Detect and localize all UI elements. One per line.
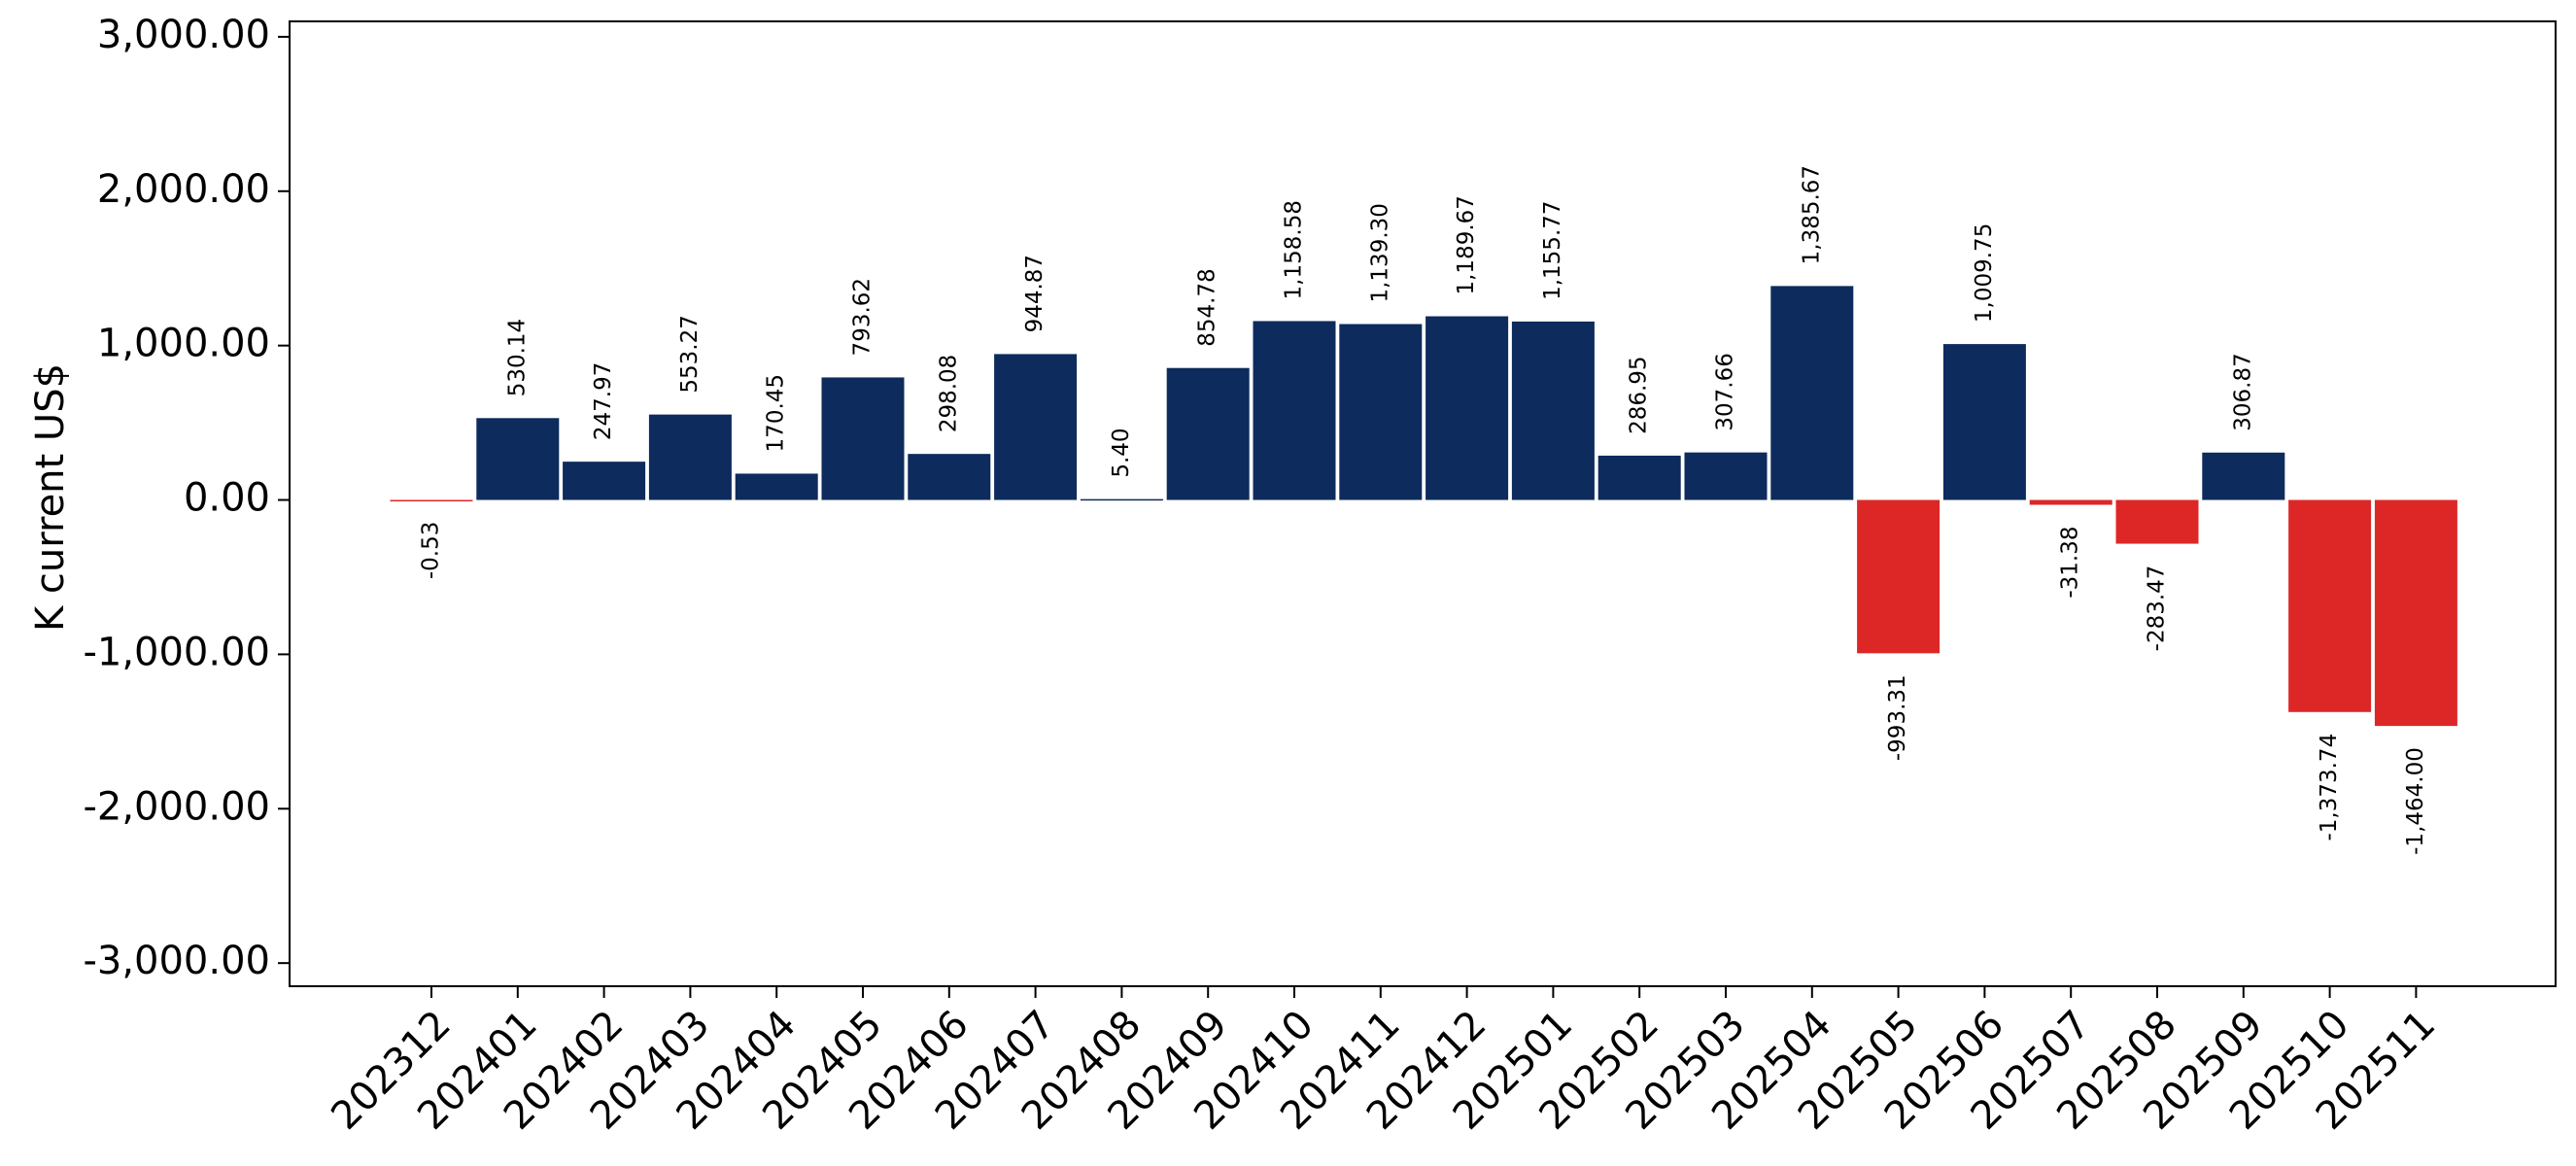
data-label: -31.38 <box>2058 527 2083 599</box>
bar-202409 <box>1166 367 1250 500</box>
data-label: 553.27 <box>677 315 703 393</box>
bar-202504 <box>1770 286 1854 500</box>
y-tick-label: 0.00 <box>184 476 270 521</box>
data-label: 306.87 <box>2230 353 2255 430</box>
data-label: 5.40 <box>1109 428 1134 477</box>
data-label: 1,009.75 <box>1972 223 1997 323</box>
data-label: 793.62 <box>850 278 876 356</box>
plot-frame <box>289 20 2557 987</box>
y-tick-label: 2,000.00 <box>97 167 270 212</box>
data-label: -1,464.00 <box>2403 747 2428 855</box>
data-label: -0.53 <box>419 522 444 580</box>
y-tick-label: -2,000.00 <box>83 784 270 829</box>
data-label: 530.14 <box>504 319 530 396</box>
bar-202511 <box>2374 499 2457 727</box>
y-tick-label: -3,000.00 <box>83 939 270 983</box>
data-label: -993.31 <box>1885 674 1910 761</box>
data-label: 307.66 <box>1713 353 1738 430</box>
bar-202407 <box>994 354 1078 500</box>
bar-202312 <box>390 499 473 502</box>
y-tick-label: -1,000.00 <box>83 630 270 674</box>
data-label: 170.45 <box>764 374 789 452</box>
data-label: 247.97 <box>591 362 616 440</box>
bar-202502 <box>1597 455 1681 500</box>
bar-202401 <box>476 418 560 500</box>
y-tick-label: 3,000.00 <box>97 13 270 57</box>
bar-202507 <box>2029 499 2112 505</box>
data-label: 944.87 <box>1022 255 1048 332</box>
data-label: 1,139.30 <box>1367 203 1392 302</box>
bar-202510 <box>2288 499 2372 712</box>
bar-202402 <box>563 462 646 500</box>
y-axis-label: K current US$ <box>28 363 73 632</box>
bar-202509 <box>2202 452 2285 500</box>
bar-202410 <box>1253 321 1336 500</box>
bar-202411 <box>1339 324 1423 500</box>
bar-202404 <box>735 473 818 500</box>
x-axis: 2023122024012024022024032024042024052024… <box>323 986 2444 1139</box>
data-label: 1,155.77 <box>1540 200 1565 299</box>
bar-202408 <box>1080 498 1163 501</box>
bar-202501 <box>1511 321 1595 500</box>
data-label: -1,373.74 <box>2317 734 2342 841</box>
bar-202506 <box>1942 344 2026 500</box>
data-label: 298.08 <box>936 355 961 432</box>
data-label: -283.47 <box>2145 566 2170 652</box>
bar-202403 <box>648 414 732 500</box>
bar-202406 <box>908 454 991 500</box>
bar-202405 <box>821 377 905 500</box>
y-axis: 3,000.00 2,000.00 1,000.00 0.00 -1,000.00 -2,… <box>83 13 290 983</box>
bar-202508 <box>2115 499 2199 544</box>
data-label: 286.95 <box>1627 356 1652 433</box>
data-label: 854.78 <box>1195 268 1220 346</box>
data-label: 1,385.67 <box>1799 165 1824 264</box>
bar-202412 <box>1425 316 1509 500</box>
data-label: 1,158.58 <box>1282 200 1307 299</box>
data-labels-group: -0.53 530.14 247.97 553.27 170.45 793.62 298.0… <box>419 165 2428 855</box>
y-tick-label: 1,000.00 <box>97 322 270 366</box>
bar-202503 <box>1684 452 1768 500</box>
bar-202505 <box>1857 499 1941 654</box>
data-label: 1,189.67 <box>1454 195 1479 294</box>
bars-group <box>390 286 2457 727</box>
